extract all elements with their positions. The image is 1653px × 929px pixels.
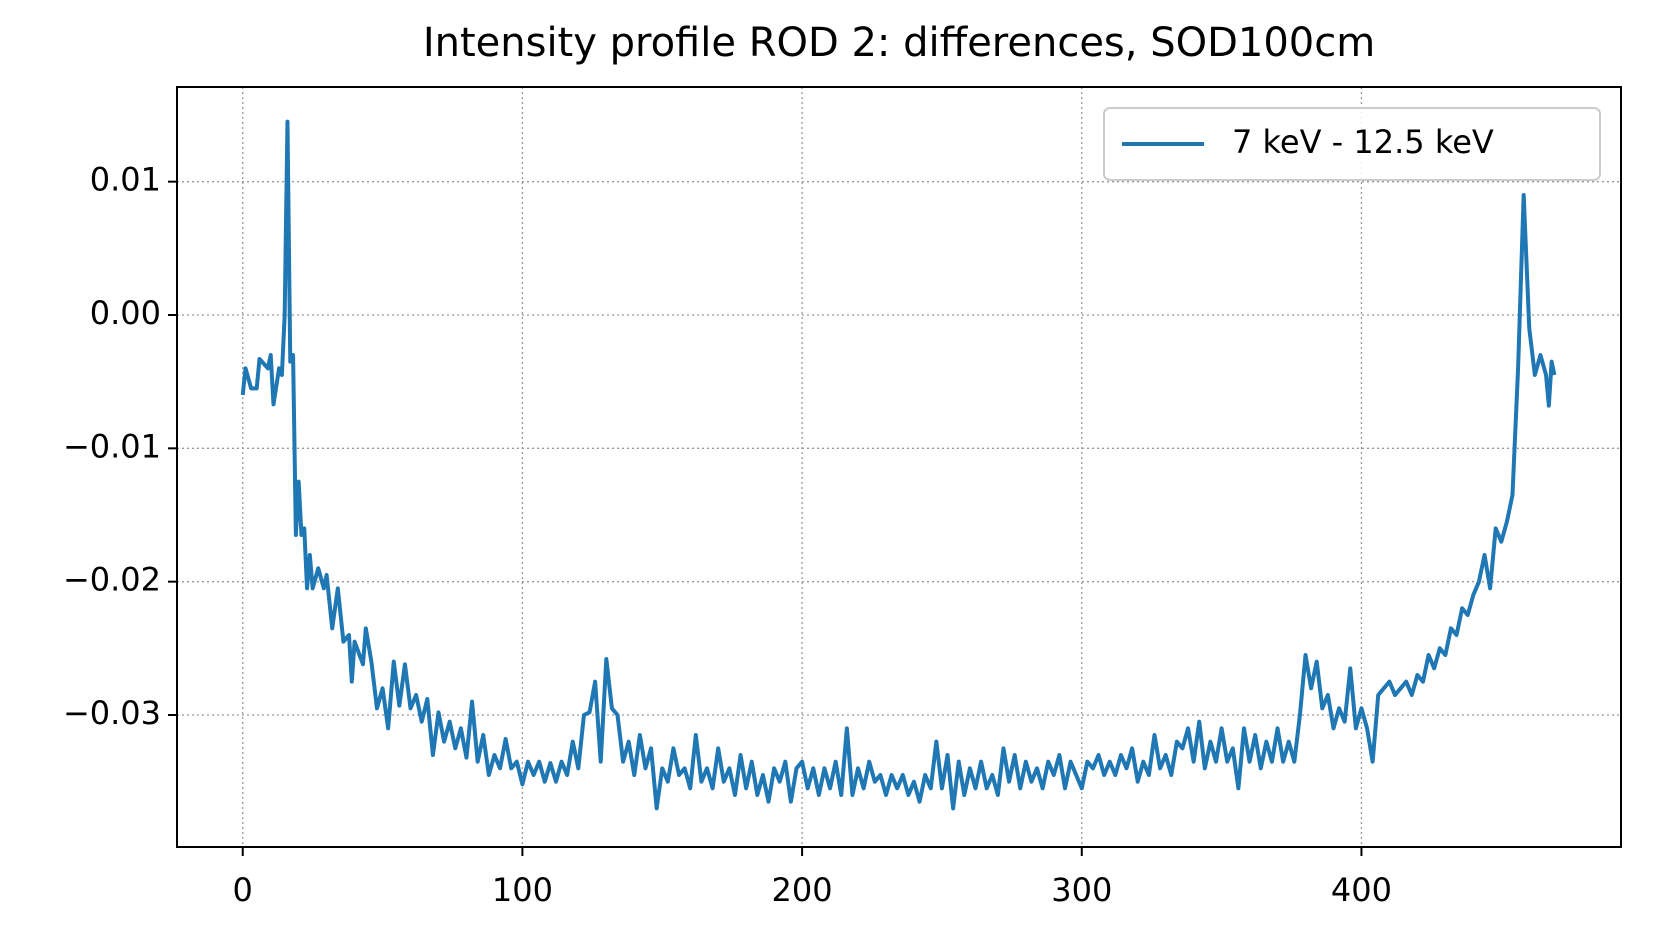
chart-title: Intensity profile ROD 2: differences, SO… xyxy=(423,20,1375,66)
x-tick-label: 400 xyxy=(1331,871,1392,909)
y-tick-label: 0.01 xyxy=(90,161,161,199)
plot-frame xyxy=(176,86,1622,848)
x-tick-label: 0 xyxy=(233,871,253,909)
y-tick-label: −0.03 xyxy=(63,694,161,732)
x-tick-label: 300 xyxy=(1051,871,1112,909)
legend-box xyxy=(1103,107,1601,181)
y-tick-label: 0.00 xyxy=(90,294,161,332)
x-tick-label: 200 xyxy=(772,871,833,909)
legend-label: 7 keV - 12.5 keV xyxy=(1232,123,1494,161)
y-tick-label: −0.01 xyxy=(63,427,161,465)
x-tick-label: 100 xyxy=(492,871,553,909)
data-line xyxy=(240,119,1557,811)
y-tick-label: −0.02 xyxy=(63,561,161,599)
